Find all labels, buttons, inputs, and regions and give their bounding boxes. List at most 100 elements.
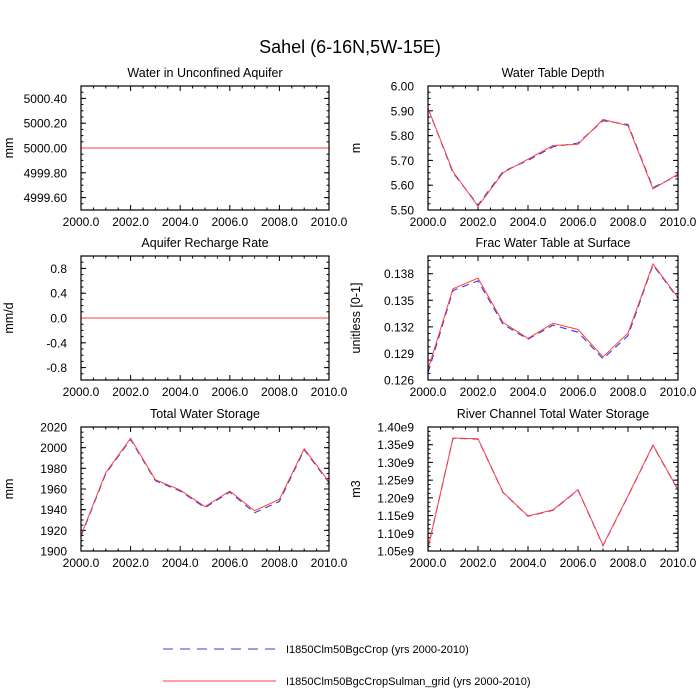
y-tick-label: 0.132 — [384, 320, 414, 334]
y-axis-label: mm — [2, 479, 16, 500]
y-axis-label: mm/d — [2, 302, 16, 333]
y-tick-label: 0.0 — [50, 312, 67, 326]
y-axis-label: m — [349, 143, 363, 153]
series-line-1 — [80, 437, 330, 536]
y-tick-label: 4999.80 — [24, 166, 68, 180]
panel-title: Aquifer Recharge Rate — [141, 236, 268, 250]
series-line-0 — [427, 263, 679, 374]
x-tick-label: 2008.0 — [610, 385, 647, 399]
x-tick-label: 2002.0 — [112, 556, 149, 570]
x-tick-label: 2008.0 — [261, 385, 298, 399]
series-line-1 — [427, 437, 679, 549]
plot-frame — [427, 85, 679, 211]
x-tick-label: 2000.0 — [63, 215, 100, 229]
x-tick-label: 2010.0 — [660, 215, 697, 229]
y-tick-label: 1900 — [40, 545, 67, 559]
x-tick-label: 2002.0 — [460, 385, 497, 399]
plot-frame — [80, 85, 330, 211]
panel-title: Total Water Storage — [150, 407, 260, 421]
panel-title: River Channel Total Water Storage — [457, 407, 650, 421]
chart-panel-3: Frac Water Table at Surface unitless [0-1… — [349, 236, 697, 399]
y-tick-label: 1.25e9 — [377, 474, 414, 488]
x-tick-label: 2008.0 — [610, 215, 647, 229]
y-tick-label: 5000.20 — [24, 117, 68, 131]
y-tick-label: 5.60 — [391, 179, 415, 193]
panels: Water in Unconfined Aquifer mm 2000.0 2002.… — [2, 66, 697, 570]
y-tick-label: 5.70 — [391, 154, 415, 168]
y-tick-label: 6.00 — [391, 80, 415, 94]
plot-frame — [80, 426, 330, 552]
y-tick-label: 1.10e9 — [377, 527, 414, 541]
y-tick-label: -0.8 — [46, 361, 67, 375]
y-tick-label: 1.35e9 — [377, 438, 414, 452]
y-tick-label: 1.05e9 — [377, 545, 414, 559]
series-line-1 — [427, 262, 679, 370]
y-tick-label: 1.30e9 — [377, 456, 414, 470]
y-tick-label: 2000 — [40, 441, 67, 455]
panel-title: Water Table Depth — [502, 66, 605, 80]
chart-panel-5: River Channel Total Water Storage m3 2000.… — [349, 407, 697, 570]
x-tick-label: 2004.0 — [162, 215, 199, 229]
legend: I1850Clm50BgcCrop (yrs 2000-2010) I1850C… — [163, 644, 531, 688]
x-tick-label: 2008.0 — [610, 556, 647, 570]
y-tick-label: 4999.60 — [24, 191, 68, 205]
panel-title: Water in Unconfined Aquifer — [127, 66, 282, 80]
y-tick-label: 2020 — [40, 421, 67, 435]
y-tick-label: 0.129 — [384, 347, 414, 361]
y-tick-label: 5.50 — [391, 204, 415, 218]
plot-frame — [80, 255, 330, 381]
y-axis-label: m3 — [349, 480, 363, 497]
y-tick-label: 0.135 — [384, 294, 414, 308]
x-tick-label: 2000.0 — [410, 556, 447, 570]
y-tick-label: 1.40e9 — [377, 421, 414, 435]
x-tick-label: 2000.0 — [410, 385, 447, 399]
y-tick-label: 0.126 — [384, 374, 414, 388]
x-tick-label: 2006.0 — [211, 215, 248, 229]
y-tick-label: 1.20e9 — [377, 491, 414, 505]
panel-title: Frac Water Table at Surface — [476, 236, 631, 250]
x-tick-label: 2006.0 — [560, 385, 597, 399]
chart-panel-2: Aquifer Recharge Rate mm/d 2000.0 2002.0 200… — [2, 236, 348, 399]
series-line-0 — [427, 437, 679, 549]
figure-title: Sahel (6-16N,5W-15E) — [259, 37, 441, 57]
x-tick-label: 2006.0 — [211, 385, 248, 399]
x-tick-label: 2004.0 — [510, 215, 547, 229]
series-line-0 — [80, 438, 330, 537]
y-tick-label: 0.138 — [384, 267, 414, 281]
x-tick-label: 2008.0 — [261, 215, 298, 229]
x-tick-label: 2002.0 — [460, 556, 497, 570]
x-tick-label: 2010.0 — [660, 385, 697, 399]
x-tick-label: 2002.0 — [112, 385, 149, 399]
y-tick-label: 1920 — [40, 524, 67, 538]
y-tick-label: 1980 — [40, 462, 67, 476]
x-tick-label: 2000.0 — [63, 385, 100, 399]
chart-panel-1: Water Table Depth m 2000.0 2002.0 2004.0 2006… — [349, 66, 697, 229]
plot-frame — [427, 255, 679, 381]
x-tick-label: 2010.0 — [660, 556, 697, 570]
y-tick-label: 5000.00 — [24, 142, 68, 156]
legend-label-0: I1850Clm50BgcCrop (yrs 2000-2010) — [286, 644, 469, 656]
legend-label-1: I1850Clm50BgcCropSulman_grid (yrs 2000-2… — [286, 676, 531, 688]
x-tick-label: 2004.0 — [510, 385, 547, 399]
x-tick-label: 2008.0 — [261, 556, 298, 570]
chart-panel-4: Total Water Storage mm 2000.0 2002.0 2004.0 2… — [2, 407, 348, 570]
x-tick-label: 2002.0 — [112, 215, 149, 229]
x-tick-label: 2000.0 — [63, 556, 100, 570]
y-tick-label: 5000.40 — [24, 92, 68, 106]
y-tick-label: 0.4 — [50, 287, 67, 301]
y-axis-label: unitless [0-1] — [349, 283, 363, 354]
x-tick-label: 2004.0 — [162, 556, 199, 570]
y-tick-label: 5.90 — [391, 104, 415, 118]
y-tick-label: 1940 — [40, 503, 67, 517]
y-tick-label: 0.8 — [50, 262, 67, 276]
x-tick-label: 2004.0 — [510, 556, 547, 570]
y-tick-label: -0.4 — [46, 336, 67, 350]
x-tick-label: 2000.0 — [410, 215, 447, 229]
x-tick-label: 2006.0 — [560, 215, 597, 229]
x-tick-label: 2010.0 — [311, 556, 348, 570]
plot-frame — [427, 426, 679, 552]
x-tick-label: 2002.0 — [460, 215, 497, 229]
y-tick-label: 1960 — [40, 483, 67, 497]
series-line-1 — [427, 108, 679, 208]
